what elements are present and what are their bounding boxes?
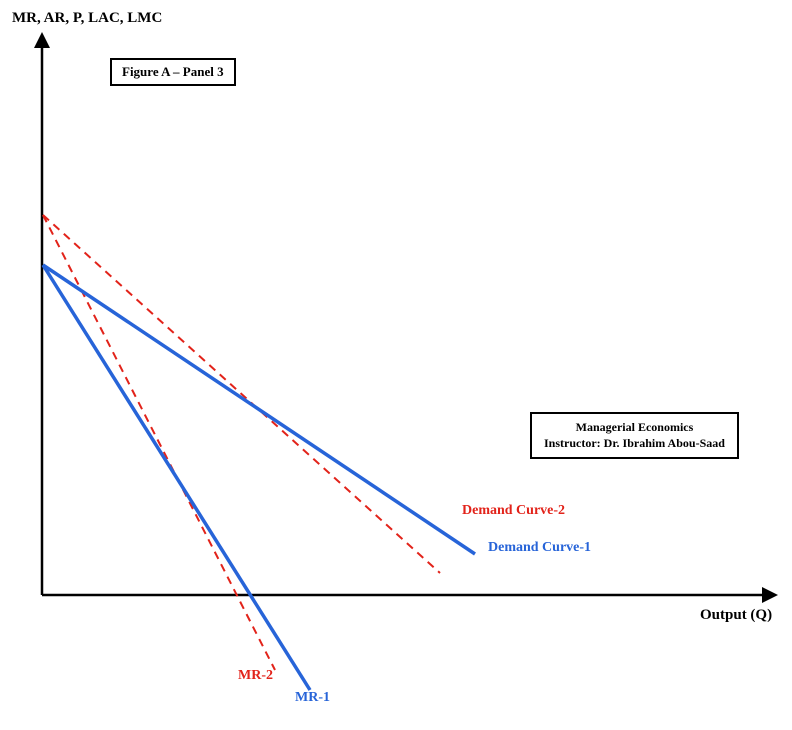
mr-2-label: MR-2 [238, 668, 273, 684]
chart-container: { "canvas": { "width": 792, "height": 73… [0, 0, 792, 730]
demand-curve-2-label: Demand Curve-2 [462, 503, 565, 519]
mr-1-label: MR-1 [295, 690, 330, 706]
y-axis-arrow [34, 32, 50, 48]
demand-curve-2 [43, 215, 440, 573]
x-axis-arrow [762, 587, 778, 603]
chart-svg [0, 0, 792, 730]
mr-2-curve [43, 215, 275, 670]
x-axis-title: Output (Q) [700, 607, 772, 624]
mr-1-curve [43, 265, 310, 690]
demand-curve-1 [43, 265, 475, 554]
demand-curve-1-label: Demand Curve-1 [488, 540, 591, 556]
